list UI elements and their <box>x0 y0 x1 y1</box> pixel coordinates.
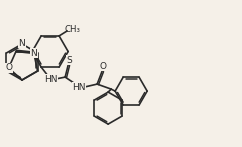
Text: S: S <box>66 56 72 65</box>
Text: N: N <box>30 49 37 58</box>
Text: O: O <box>5 64 12 72</box>
Text: N: N <box>19 39 25 48</box>
Text: HN: HN <box>72 83 86 92</box>
Text: HN: HN <box>44 75 58 84</box>
Text: CH₃: CH₃ <box>64 25 80 34</box>
Text: O: O <box>100 62 107 71</box>
